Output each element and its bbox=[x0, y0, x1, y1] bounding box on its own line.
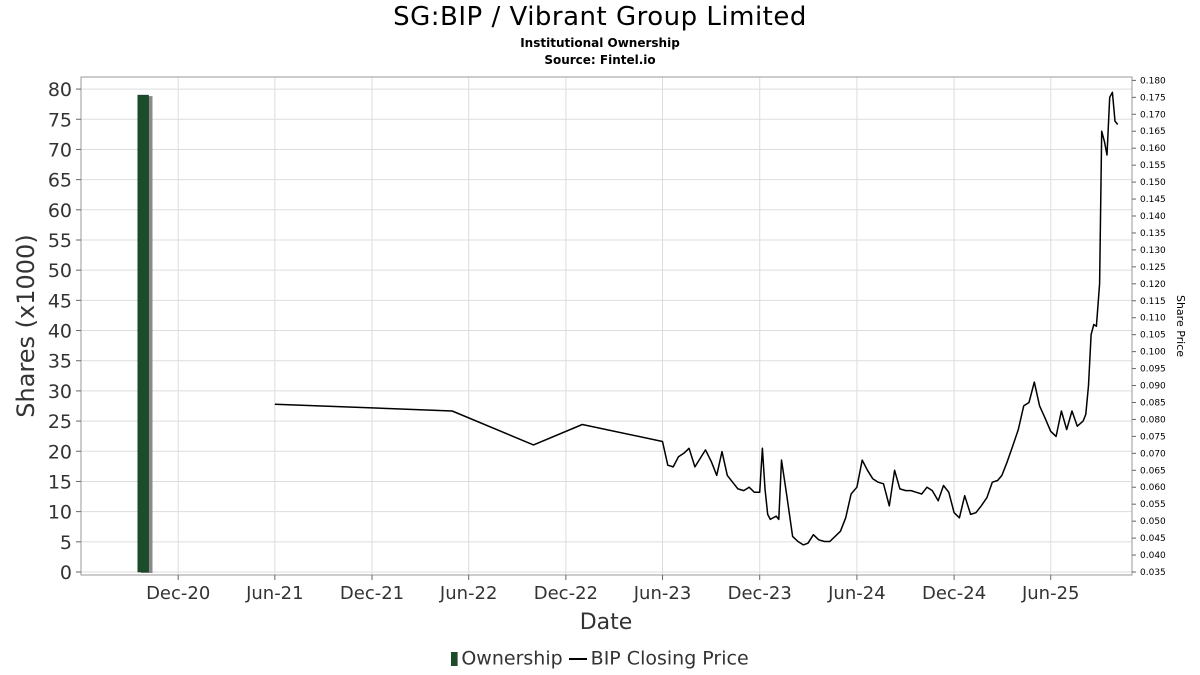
x-tick-label: Jun-23 bbox=[633, 583, 692, 604]
x-tick-label: Jun-24 bbox=[827, 583, 886, 604]
y-left-tick-label: 70 bbox=[48, 139, 72, 161]
y-right-tick-label: 0.065 bbox=[1140, 466, 1166, 476]
y-right-tick-label: 0.055 bbox=[1140, 500, 1166, 510]
y-left-tick-label: 60 bbox=[48, 200, 72, 222]
y-right-tick-label: 0.165 bbox=[1140, 127, 1166, 137]
y-right-tick-label: 0.085 bbox=[1140, 398, 1166, 408]
y-right-tick-label: 0.115 bbox=[1140, 297, 1166, 307]
y-right-tick-label: 0.050 bbox=[1140, 517, 1166, 527]
chart-subtitle: Institutional Ownership bbox=[520, 36, 680, 50]
y-right-tick-label: 0.045 bbox=[1140, 534, 1166, 544]
y-left-tick-label: 40 bbox=[48, 321, 72, 343]
y-left-tick-label: 25 bbox=[48, 411, 72, 433]
x-tick-label: Dec-23 bbox=[728, 583, 792, 604]
y-right-tick-label: 0.080 bbox=[1140, 415, 1166, 425]
chart-title: SG:BIP / Vibrant Group Limited bbox=[393, 2, 807, 32]
y-right-tick-label: 0.100 bbox=[1140, 348, 1166, 358]
plot-background bbox=[81, 77, 1132, 575]
x-axis-title: Date bbox=[580, 610, 633, 635]
x-tick-label: Dec-22 bbox=[534, 583, 598, 604]
y-right-tick-label: 0.140 bbox=[1140, 212, 1166, 222]
x-tick-label: Dec-20 bbox=[146, 583, 210, 604]
y-left-tick-label: 15 bbox=[48, 471, 72, 493]
x-tick-label: Jun-22 bbox=[439, 583, 498, 604]
y-right-tick-label: 0.070 bbox=[1140, 449, 1166, 459]
legend: Ownership BIP Closing Price bbox=[0, 647, 1200, 670]
y-right-tick-label: 0.170 bbox=[1140, 110, 1166, 120]
y-right-tick-label: 0.110 bbox=[1140, 314, 1166, 324]
y-left-tick-label: 35 bbox=[48, 351, 72, 373]
x-tick-label: Jun-25 bbox=[1021, 583, 1080, 604]
y-right-tick-label: 0.035 bbox=[1140, 568, 1166, 578]
legend-price-label: BIP Closing Price bbox=[590, 647, 749, 670]
y-right-tick-label: 0.060 bbox=[1140, 483, 1166, 493]
price-line bbox=[274, 91, 1119, 546]
x-tick-label: Jun-21 bbox=[245, 583, 304, 604]
legend-price-swatch bbox=[568, 657, 587, 660]
y-left-tick-label: 50 bbox=[48, 260, 72, 282]
y-left-tick-label: 65 bbox=[48, 170, 72, 192]
ownership-bar bbox=[137, 94, 149, 573]
y-right-tick-label: 0.130 bbox=[1140, 246, 1166, 256]
y-right-tick-label: 0.155 bbox=[1140, 161, 1166, 171]
y-right-tick-label: 0.125 bbox=[1140, 263, 1166, 273]
y-left-tick-label: 45 bbox=[48, 290, 72, 312]
y-left-tick-label: 5 bbox=[60, 532, 72, 554]
y-left-tick-label: 80 bbox=[48, 79, 72, 101]
y-right-tick-label: 0.090 bbox=[1140, 382, 1166, 392]
y-left-tick-label: 55 bbox=[48, 230, 72, 252]
legend-ownership-swatch bbox=[451, 651, 459, 666]
y-right-tick-label: 0.145 bbox=[1140, 195, 1166, 205]
plot-frame bbox=[80, 76, 1133, 576]
chart-source: Source: Fintel.io bbox=[544, 53, 656, 67]
y-right-tick-label: 0.095 bbox=[1140, 365, 1166, 375]
y-right-tick-label: 0.135 bbox=[1140, 229, 1166, 239]
y-left-tick-label: 0 bbox=[60, 562, 72, 584]
y-right-axis-title: Share Price bbox=[1174, 295, 1187, 357]
y-right-tick-label: 0.150 bbox=[1140, 178, 1166, 188]
y-right-tick-label: 0.120 bbox=[1140, 280, 1166, 290]
x-tick-label: Dec-24 bbox=[922, 583, 986, 604]
y-left-axis-title: Shares (x1000) bbox=[12, 234, 40, 417]
y-left-tick-label: 30 bbox=[48, 381, 72, 403]
y-right-tick-label: 0.040 bbox=[1140, 551, 1166, 561]
legend-ownership-label: Ownership bbox=[461, 647, 563, 670]
y-left-tick-label: 10 bbox=[48, 502, 72, 524]
x-tick-label: Dec-21 bbox=[340, 583, 404, 604]
y-right-tick-label: 0.075 bbox=[1140, 432, 1166, 442]
y-left-tick-label: 20 bbox=[48, 441, 72, 463]
y-right-tick-label: 0.105 bbox=[1140, 331, 1166, 341]
y-left-tick-label: 75 bbox=[48, 109, 72, 131]
y-right-tick-label: 0.175 bbox=[1140, 93, 1166, 103]
y-right-tick-label: 0.180 bbox=[1140, 76, 1166, 86]
y-right-tick-label: 0.160 bbox=[1140, 144, 1166, 154]
